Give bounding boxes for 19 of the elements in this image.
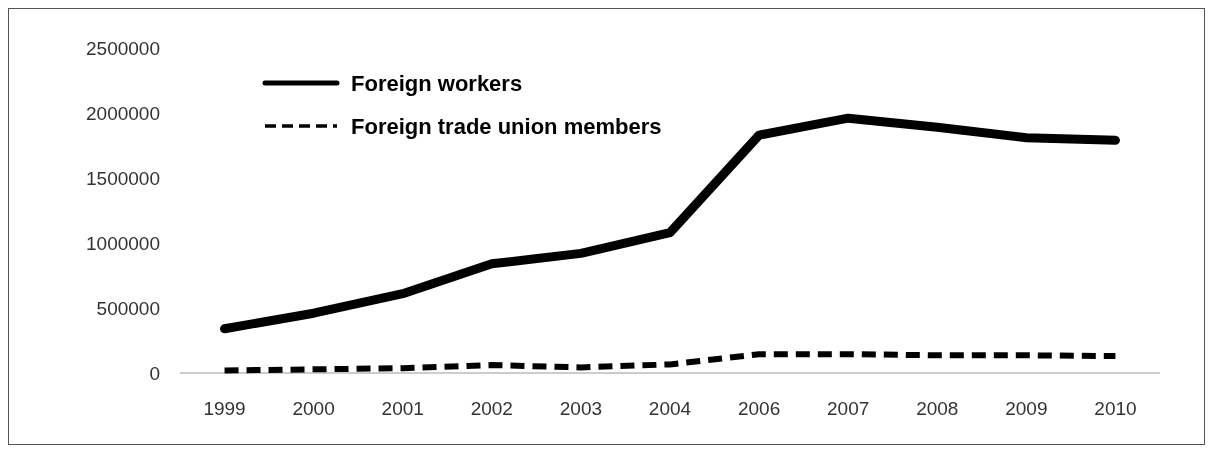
x-tick-label: 2009 [1005,398,1048,419]
x-tick-label: 2010 [1094,398,1137,419]
y-tick-label: 500000 [96,297,160,319]
x-tick-label: 2004 [648,398,692,419]
x-tick-label: 2002 [470,398,513,419]
legend-label: Foreign trade union members [351,113,662,139]
x-tick-label: 2006 [737,398,781,419]
x-tick-label: 1999 [203,398,246,419]
y-tick-label: 2500000 [86,37,160,59]
y-tick-label: 1500000 [86,167,160,189]
x-tick-label: 2000 [292,398,335,419]
x-tick-label: 2003 [559,398,603,419]
y-tick-label: 2000000 [86,102,160,124]
y-tick-label: 1000000 [86,232,160,254]
x-tick-label: 2001 [381,398,424,419]
x-tick-label: 2007 [827,398,870,419]
x-tick-label: 2008 [916,398,959,419]
y-tick-label: 0 [149,362,160,384]
legend-label: Foreign workers [351,70,523,96]
